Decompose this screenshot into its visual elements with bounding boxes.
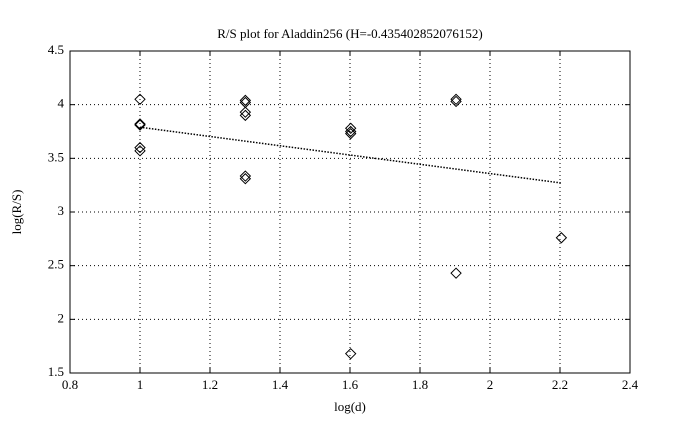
data-point bbox=[239, 173, 252, 185]
x-tick-label: 1 bbox=[137, 377, 144, 392]
data-point bbox=[344, 347, 357, 360]
data-point bbox=[450, 95, 462, 108]
data-point bbox=[239, 170, 252, 182]
x-tick-label: 2.4 bbox=[622, 377, 639, 392]
data-point bbox=[134, 118, 146, 130]
x-tick-label: 0.8 bbox=[62, 377, 78, 392]
x-tick-label: 1.2 bbox=[202, 377, 218, 392]
data-point bbox=[239, 106, 252, 118]
y-tick-label: 2 bbox=[58, 310, 65, 325]
data-point bbox=[134, 141, 146, 154]
data-point bbox=[134, 145, 146, 157]
x-tick-label: 1.4 bbox=[272, 377, 289, 392]
x-axis-label: log(d) bbox=[334, 399, 366, 414]
y-tick-label: 1.5 bbox=[48, 364, 64, 379]
y-tick-label: 2.5 bbox=[48, 257, 64, 272]
data-point bbox=[134, 119, 146, 131]
y-tick-label: 3 bbox=[58, 203, 65, 218]
data-point bbox=[134, 93, 146, 106]
data-point bbox=[450, 93, 462, 106]
data-point bbox=[450, 267, 462, 279]
fit-line bbox=[139, 126, 562, 184]
y-tick-label: 3.5 bbox=[48, 149, 64, 164]
x-tick-label: 2.2 bbox=[552, 377, 568, 392]
data-point bbox=[239, 109, 252, 122]
data-point bbox=[344, 122, 357, 134]
y-tick-label: 4.5 bbox=[48, 42, 64, 57]
data-point bbox=[344, 125, 357, 138]
y-axis-label: log(R/S) bbox=[9, 190, 24, 235]
x-tick-label: 1.8 bbox=[412, 377, 428, 392]
data-point bbox=[555, 232, 568, 244]
data-point bbox=[344, 127, 357, 140]
x-tick-label: 1.6 bbox=[342, 377, 359, 392]
data-point bbox=[239, 94, 252, 107]
plot-frame bbox=[69, 50, 631, 374]
chart-title: R/S plot for Aladdin256 (H=-0.4354028520… bbox=[217, 26, 483, 41]
y-tick-label: 4 bbox=[58, 96, 65, 111]
x-tick-label: 2 bbox=[487, 377, 494, 392]
